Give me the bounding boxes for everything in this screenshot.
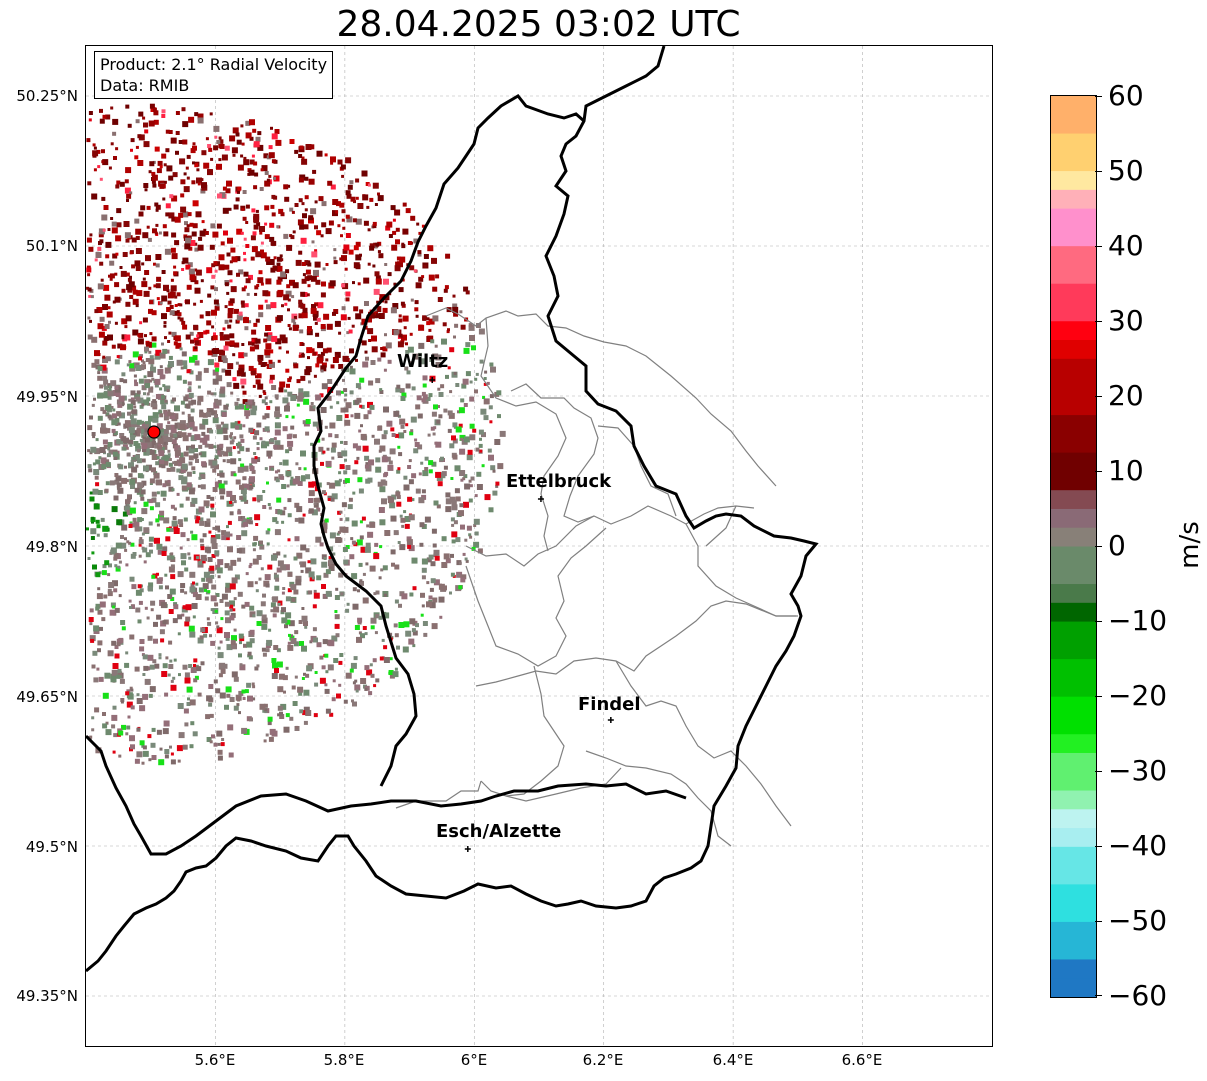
colorbar-tick-mark [1095,921,1102,922]
colorbar-tick-mark [1095,246,1102,247]
colorbar-tick-mark [1095,96,1102,97]
colorbar-tick-mark [1095,471,1102,472]
colorbar-tick-mark [1095,546,1102,547]
map-borders [86,46,819,973]
canton-border [597,425,796,617]
colorbar-tick-label: 20 [1108,379,1144,412]
canton-border [505,767,622,802]
colorbar-tick-label: −10 [1108,604,1168,637]
city-label-wiltz: Wiltz [397,351,449,372]
canton-border [615,660,792,827]
colorbar-tick-label: 10 [1108,454,1144,487]
map-canvas [86,46,992,1046]
lat-tick-label: 49.95°N [16,388,78,406]
lat-tick-label: 50.1°N [25,237,78,255]
colorbar-tick-mark [1095,995,1102,996]
colorbar-tick-label: 40 [1108,229,1144,262]
canton-border [480,665,565,797]
velocity-colorbar [1050,95,1097,998]
colorbar-tick-mark [1095,771,1102,772]
city-marker-icon [537,496,544,502]
map-title: 28.04.2025 03:02 UTC [336,4,741,45]
canton-border [425,307,777,487]
lat-tick-label: 50.25°N [16,87,78,105]
colorbar-tick-label: −30 [1108,754,1168,787]
colorbar-tick-label: 0 [1108,529,1126,562]
city-marker-icon [464,846,471,852]
lon-tick-label: 5.8°E [323,1051,365,1069]
colorbar-tick-label: −20 [1108,679,1168,712]
colorbar-tick-mark [1095,621,1102,622]
product-label: Product: 2.1° Radial Velocity [100,55,328,74]
colorbar-tick-label: −50 [1108,904,1168,937]
canton-border [465,527,607,667]
colorbar-tick-label: 30 [1108,304,1144,337]
canton-border [465,515,595,567]
colorbar-tick-mark [1095,696,1102,697]
city-label-findel: Findel [578,694,641,715]
city-label-esch-alzette: Esch/Alzette [436,821,562,842]
data-source-label: Data: RMIB [100,76,190,95]
radar-site-marker[interactable] [147,425,161,439]
colorbar-tick-label: 60 [1108,79,1144,112]
radar-velocity-field [86,103,506,766]
canton-border [510,383,755,525]
lon-tick-label: 6°E [460,1051,488,1069]
canton-border [475,600,798,687]
product-info-box: Product: 2.1° Radial Velocity Data: RMIB [94,51,334,99]
country-border [86,734,687,856]
lat-tick-label: 49.65°N [16,688,78,706]
colorbar-tick-mark [1095,321,1102,322]
colorbar-tick-label: −60 [1108,979,1168,1012]
lon-tick-label: 6.6°E [841,1051,883,1069]
colorbar-tick-mark [1095,396,1102,397]
colorbar-tick-label: −40 [1108,829,1168,862]
city-label-ettelbruck: Ettelbruck [506,471,612,492]
lon-tick-label: 6.4°E [712,1051,754,1069]
country-border [86,46,819,973]
city-marker-icon [429,377,436,383]
colorbar-tick-mark [1095,171,1102,172]
map-panel[interactable] [85,45,993,1047]
lon-tick-label: 6.2°E [582,1051,624,1069]
lat-tick-label: 49.5°N [25,838,78,856]
lat-tick-label: 49.35°N [16,987,78,1005]
colorbar-tick-label: 50 [1108,154,1144,187]
lat-tick-label: 49.8°N [25,538,78,556]
lon-tick-label: 5.6°E [194,1051,236,1069]
canton-border [480,317,567,552]
colorbar-gradient [1051,96,1096,997]
colorbar-unit-label: m/s [1175,521,1205,569]
country-border [312,94,585,787]
colorbar-tick-mark [1095,846,1102,847]
city-marker-icon [607,717,614,723]
city-markers [429,377,614,852]
